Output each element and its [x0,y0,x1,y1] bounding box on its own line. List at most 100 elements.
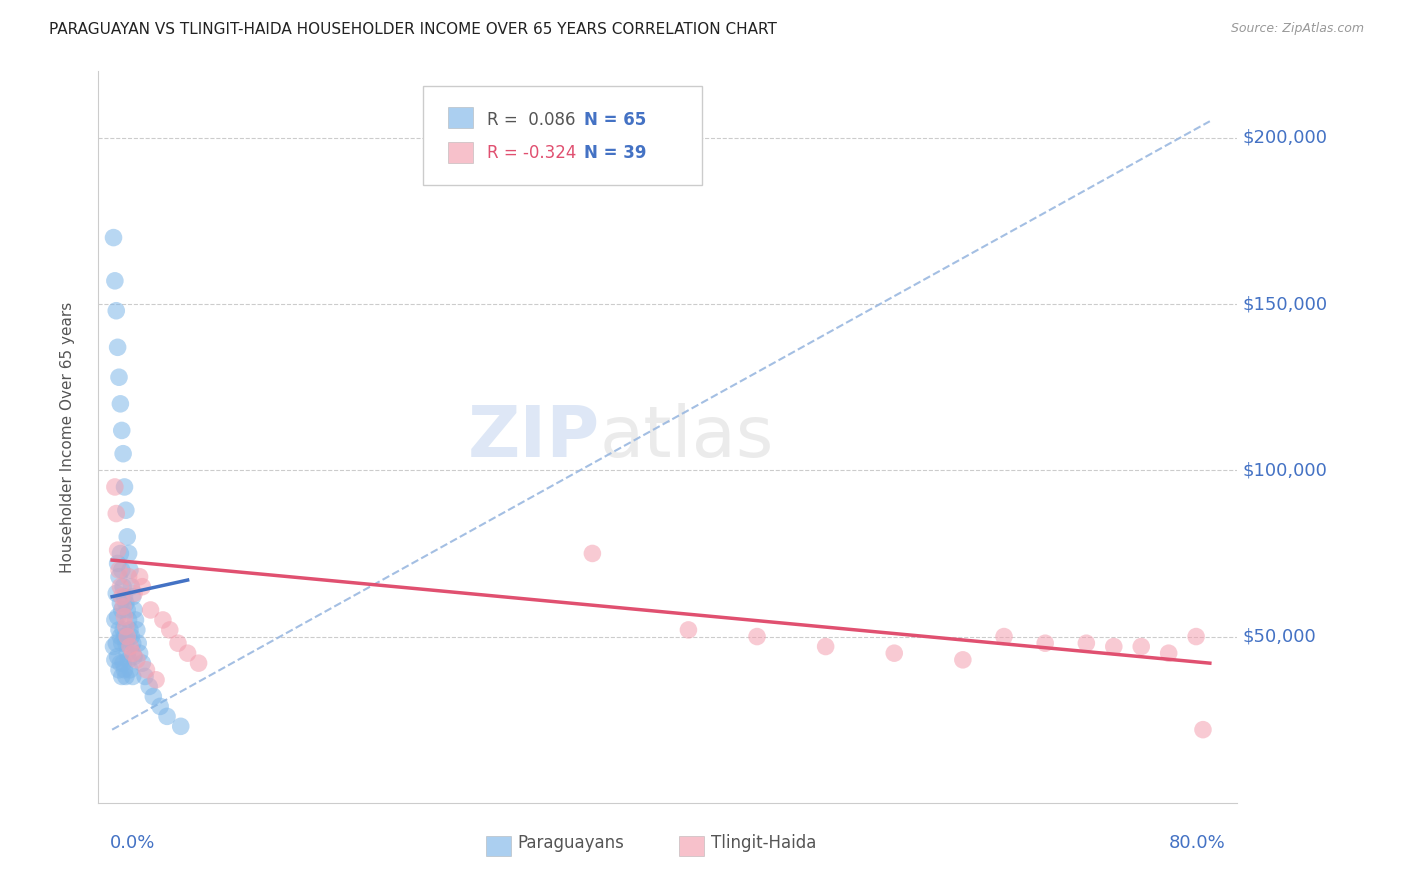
Text: N = 39: N = 39 [583,145,647,162]
Point [131,580,153,594]
Point [122,603,145,617]
Point [114,609,136,624]
Point [120,630,142,644]
Text: $50,000: $50,000 [1243,628,1317,646]
Point [145,673,167,687]
FancyBboxPatch shape [449,108,472,128]
Text: N = 65: N = 65 [583,111,645,128]
Point [115,619,138,633]
Text: R =  0.086: R = 0.086 [486,111,575,128]
Text: $100,000: $100,000 [1243,461,1327,479]
Point [117,653,139,667]
Point [156,709,179,723]
Point [117,570,139,584]
Text: PARAGUAYAN VS TLINGIT-HAIDA HOUSEHOLDER INCOME OVER 65 YEARS CORRELATION CHART: PARAGUAYAN VS TLINGIT-HAIDA HOUSEHOLDER … [49,22,778,37]
Point [678,623,700,637]
Text: atlas: atlas [599,402,773,472]
Point [110,630,132,644]
Point [103,640,125,654]
Point [108,663,131,677]
Point [104,653,127,667]
Text: $200,000: $200,000 [1243,128,1329,147]
Point [110,397,132,411]
Point [135,663,157,677]
Point [117,613,139,627]
Point [105,586,128,600]
Point [1033,636,1056,650]
Point [110,546,132,560]
Point [104,274,127,288]
Point [107,557,129,571]
Point [118,640,141,654]
Point [121,669,143,683]
Point [134,669,156,683]
Point [122,586,145,600]
FancyBboxPatch shape [423,86,702,185]
Point [142,690,165,704]
Text: Source: ZipAtlas.com: Source: ZipAtlas.com [1230,22,1364,36]
Point [1102,640,1125,654]
Point [103,230,125,244]
Point [121,590,143,604]
Point [107,649,129,664]
Text: 0.0%: 0.0% [110,834,155,852]
Point [118,663,141,677]
Point [745,630,768,644]
Point [108,570,131,584]
Point [115,630,138,644]
Point [149,699,172,714]
Point [121,636,143,650]
Point [111,636,134,650]
Point [1130,640,1153,654]
Point [107,543,129,558]
Point [115,669,138,683]
Point [104,480,127,494]
Point [110,656,132,670]
Point [104,613,127,627]
Point [128,646,150,660]
Point [187,656,209,670]
Point [115,603,138,617]
Y-axis label: Householder Income Over 65 years: Householder Income Over 65 years [60,301,75,573]
Point [112,599,135,614]
Point [112,656,135,670]
Point [952,653,974,667]
Point [115,596,138,610]
Point [108,370,131,384]
Point [1185,630,1208,644]
Point [138,680,160,694]
Point [108,623,131,637]
Point [117,546,139,560]
Point [114,630,136,644]
Point [170,719,193,733]
Point [883,646,905,660]
Point [108,563,131,577]
Text: R = -0.324: R = -0.324 [486,145,576,162]
Point [1076,636,1098,650]
Point [112,580,135,594]
Point [115,636,138,650]
Text: Paraguayans: Paraguayans [517,834,624,852]
Point [110,596,132,610]
Text: $150,000: $150,000 [1243,295,1329,313]
Point [107,609,129,624]
Point [1192,723,1215,737]
Point [139,603,162,617]
Point [105,303,128,318]
Point [114,480,136,494]
Point [128,570,150,584]
Point [111,603,134,617]
Point [105,507,128,521]
Point [115,530,138,544]
Point [110,580,132,594]
Point [111,563,134,577]
Point [115,503,138,517]
Point [122,649,145,664]
Point [131,656,153,670]
Point [581,546,603,560]
Text: Tlingit-Haida: Tlingit-Haida [711,834,817,852]
Point [121,646,143,660]
Point [1157,646,1180,660]
Point [176,646,198,660]
Point [111,590,134,604]
